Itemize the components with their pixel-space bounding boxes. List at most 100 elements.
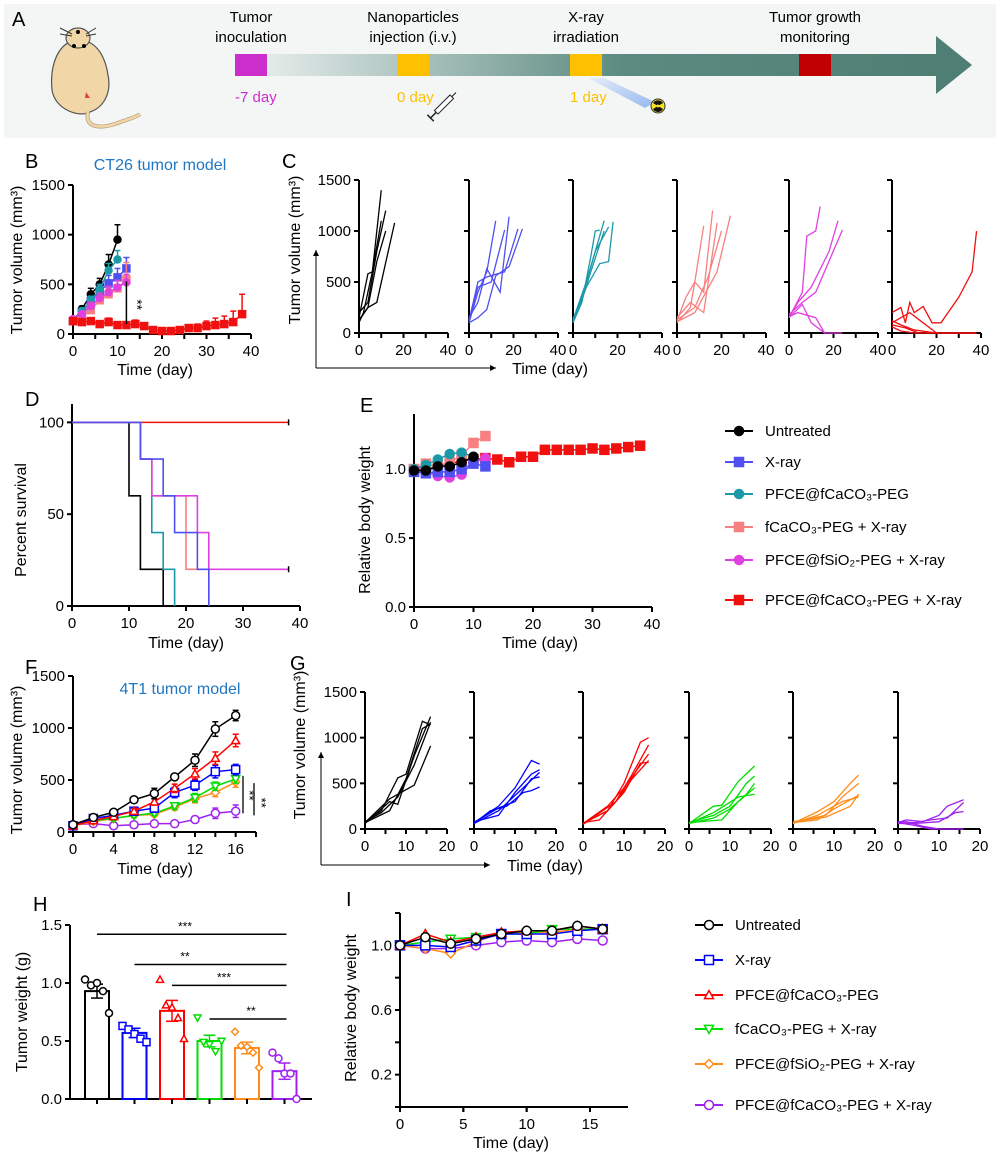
- data-point: [230, 764, 241, 775]
- legend-label: X-ray: [765, 454, 801, 471]
- data-point: [503, 457, 515, 468]
- y-tick-label: 1000: [32, 227, 65, 244]
- data-point: [98, 986, 108, 996]
- data-point: [131, 319, 140, 329]
- individual-curve: [358, 222, 396, 322]
- data-point: [169, 818, 180, 829]
- chart-title: CT26 tumor model: [94, 157, 227, 174]
- data-point: [733, 554, 745, 566]
- data-point: [104, 266, 113, 275]
- individual-curve: [473, 771, 541, 825]
- data-point: [189, 768, 201, 778]
- series-2: [67, 733, 241, 830]
- individual-curve: [364, 720, 431, 824]
- individual-curve: [473, 759, 540, 824]
- x-tick-label: 20: [439, 838, 456, 855]
- legend-label: PFCE@fCaCO₃-PEG + X-ray: [735, 1097, 932, 1114]
- subplot-0: 0 500 1000 1500 0 20 40: [318, 172, 457, 359]
- y-tick-label: 0: [57, 824, 65, 841]
- x-tick-label: 8: [150, 841, 158, 858]
- y-axis-label: Relative body weight: [343, 934, 360, 1082]
- legend-label: fCaCO₃-PEG + X-ray: [765, 519, 907, 536]
- x-tick-label: 20: [505, 342, 522, 359]
- step-title: Tumor: [230, 9, 273, 26]
- individual-curve: [582, 760, 650, 825]
- y-tick-label: 1500: [32, 177, 65, 194]
- data-point: [210, 808, 221, 819]
- x-tick-label: 20: [867, 838, 884, 855]
- data-point: [108, 807, 119, 817]
- x-tick-label: 40: [440, 342, 457, 359]
- individual-curve: [358, 210, 387, 314]
- data-point: [166, 326, 176, 336]
- data-point: [597, 935, 608, 946]
- data-point: [444, 448, 455, 460]
- data-point: [104, 288, 113, 297]
- data-point: [169, 772, 180, 782]
- panel-letter: D: [25, 389, 39, 411]
- individual-curve: [582, 761, 649, 825]
- data-point: [149, 818, 160, 829]
- legend-label: X-ray: [735, 952, 771, 969]
- legend-legend_ct26: Untreated X-ray PFCE@fCaCO₃-PEG fCaCO₃-PEG …: [725, 423, 962, 609]
- x-tick-label: 10: [398, 838, 415, 855]
- y-axis-label: Tumor weight (g): [14, 952, 31, 1072]
- timeline-marker-3: [799, 54, 831, 76]
- y-tick-label: 0.0: [41, 1091, 62, 1108]
- y-axis-label: Tumor volume (mm³): [287, 176, 304, 325]
- x-tick-label: 0: [569, 342, 577, 359]
- individual-curve: [792, 793, 860, 823]
- arrow-icon: [318, 752, 324, 758]
- x-tick-label: 16: [227, 841, 244, 858]
- chart-g: G 0 500 1000 1500 0 10 20 0 10 20 0 10 20 0 10 20 0 10 20 0 1…: [290, 653, 988, 875]
- panel-letter: B: [25, 151, 38, 173]
- individual-curve: [473, 769, 540, 823]
- data-point: [622, 441, 634, 453]
- individual-curve: [473, 786, 540, 825]
- legend-legend_4t1: Untreated X-ray PFCE@fCaCO₃-PEG fCaCO₃-PEG …: [695, 917, 932, 1114]
- significance-label: **: [129, 299, 145, 310]
- series-0: [408, 451, 479, 476]
- data-point: [129, 795, 139, 805]
- x-tick-label: 10: [826, 838, 843, 855]
- data-point: [237, 309, 247, 319]
- legend-item: PFCE@fCaCO₃-PEG + X-ray: [695, 1097, 932, 1114]
- legend-item: PFCE@fSiO₂-PEG + X-ray: [725, 552, 945, 569]
- y-tick-label: 500: [40, 772, 65, 789]
- x-tick-label: 0: [579, 838, 587, 855]
- y-axis-label: Tumor volume (mm³): [9, 686, 26, 835]
- data-point: [77, 309, 87, 319]
- data-point: [634, 440, 646, 451]
- series-0: [394, 920, 608, 951]
- x-tick-label: 40: [870, 342, 887, 359]
- x-tick-label: 10: [465, 616, 482, 633]
- data-point: [703, 988, 715, 1000]
- data-point: [703, 1099, 715, 1111]
- y-tick-label: 500: [40, 276, 65, 293]
- data-point: [210, 724, 221, 734]
- data-point: [128, 805, 140, 816]
- x-tick-label: 0: [673, 342, 681, 359]
- subplot-3: 0 20 40: [672, 179, 774, 359]
- data-point: [204, 1040, 215, 1050]
- x-tick-label: 10: [931, 838, 948, 855]
- x-tick-label: 20: [928, 342, 945, 359]
- y-tick-label: 1.0: [385, 461, 406, 478]
- individual-curve: [891, 230, 978, 324]
- data-point: [420, 932, 431, 943]
- y-tick-label: 0.0: [385, 599, 406, 616]
- x-tick-label: 40: [973, 342, 990, 359]
- significance-label: ***: [178, 919, 192, 933]
- radiation-icon: [650, 98, 666, 114]
- step-title: X-ray: [568, 9, 604, 26]
- individual-curve: [468, 228, 519, 321]
- data-point: [104, 317, 113, 327]
- data-point: [210, 782, 221, 792]
- y-tick-label: 1000: [318, 223, 351, 240]
- legend-item: fCaCO₃-PEG + X-ray: [725, 519, 907, 536]
- x-tick-label: 10: [121, 615, 138, 632]
- individual-curve: [358, 220, 382, 324]
- y-tick-label: 0.2: [371, 1067, 392, 1084]
- individual-curve: [688, 775, 756, 824]
- y-tick-label: 0: [57, 326, 65, 343]
